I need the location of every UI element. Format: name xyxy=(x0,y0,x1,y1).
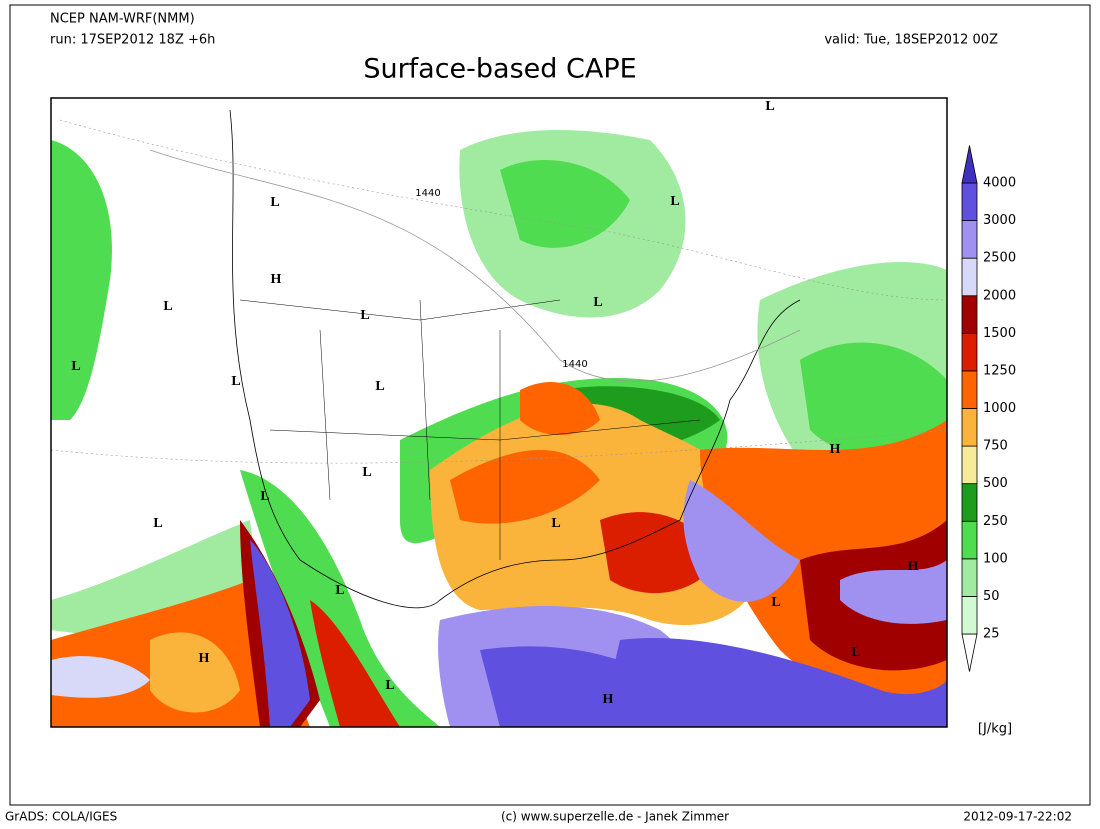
footer-left: GrADS: COLA/IGES xyxy=(5,810,117,824)
contour-label: 1440 xyxy=(562,359,587,370)
valid-label: valid: Tue, 18SEP2012 00Z xyxy=(824,33,998,48)
colorbar-label: 50 xyxy=(983,589,1000,604)
pressure-marker: L xyxy=(163,299,172,314)
colorbar-unit: [J/kg] xyxy=(978,722,1012,737)
colorbar-label: 2500 xyxy=(983,251,1016,266)
colorbar-label: 1250 xyxy=(983,363,1016,378)
colorbar-segment xyxy=(961,408,978,447)
pressure-marker: H xyxy=(271,272,282,287)
pressure-marker: L xyxy=(551,516,560,531)
model-label: NCEP NAM-WRF(NMM) xyxy=(50,12,195,27)
footer-center: (c) www.superzelle.de - Janek Zimmer xyxy=(501,810,729,824)
colorbar-label: 250 xyxy=(983,514,1008,529)
pressure-marker: H xyxy=(199,651,210,666)
pressure-marker: L xyxy=(385,678,394,693)
colorbar-label: 3000 xyxy=(983,213,1016,228)
colorbar-segment xyxy=(961,370,978,409)
colorbar-label: 500 xyxy=(983,476,1008,491)
pressure-marker: L xyxy=(851,645,860,660)
colorbar-segment xyxy=(961,596,978,635)
colorbar-label: 4000 xyxy=(983,176,1016,191)
cape-field: 1440 1440 L L L H L L L L L L H L L L L … xyxy=(51,98,947,727)
pressure-marker: L xyxy=(153,516,162,531)
colorbar-segment xyxy=(961,257,978,297)
map-frame xyxy=(50,97,948,728)
pressure-marker: L xyxy=(670,194,679,209)
colorbar-segment xyxy=(961,445,978,485)
colorbar-segment xyxy=(961,220,978,259)
colorbar-segment xyxy=(961,483,978,522)
run-label: run: 17SEP2012 18Z +6h xyxy=(50,33,215,48)
colorbar-segment xyxy=(961,145,978,184)
pressure-marker: H xyxy=(603,692,614,707)
pressure-marker: L xyxy=(335,583,344,598)
pressure-marker: L xyxy=(360,308,369,323)
pressure-marker: L xyxy=(593,295,602,310)
pressure-marker: L xyxy=(375,379,384,394)
colorbar-label: 25 xyxy=(983,627,1000,642)
title: Surface-based CAPE xyxy=(363,54,636,85)
colorbar-label: 100 xyxy=(983,551,1008,566)
pressure-marker: L xyxy=(71,359,80,374)
pressure-marker: H xyxy=(830,442,841,457)
colorbar-segment xyxy=(961,332,978,372)
colorbar-label: 1000 xyxy=(983,401,1016,416)
pressure-marker: L xyxy=(362,465,371,480)
pressure-marker: L xyxy=(771,595,780,610)
colorbar: 25 50 100 250 500 750 1000 1250 1500 2000 2500 3000… xyxy=(961,145,1016,672)
footer-right: 2012-09-17-22:02 xyxy=(963,810,1072,824)
pressure-marker: L xyxy=(765,99,774,114)
outer-frame xyxy=(9,4,1091,806)
colorbar-segment xyxy=(961,295,978,334)
pressure-marker: L xyxy=(270,195,279,210)
colorbar-segment xyxy=(961,633,978,672)
colorbar-segment xyxy=(961,558,978,597)
contour-label: 1440 xyxy=(415,188,440,199)
pressure-marker: L xyxy=(231,374,240,389)
colorbar-segment xyxy=(961,182,978,221)
colorbar-label: 1500 xyxy=(983,326,1016,341)
colorbar-label: 2000 xyxy=(983,288,1016,303)
colorbar-label: 750 xyxy=(983,439,1008,454)
colorbar-segment xyxy=(961,520,978,560)
pressure-marker: H xyxy=(908,559,919,574)
pressure-marker: L xyxy=(260,489,269,504)
